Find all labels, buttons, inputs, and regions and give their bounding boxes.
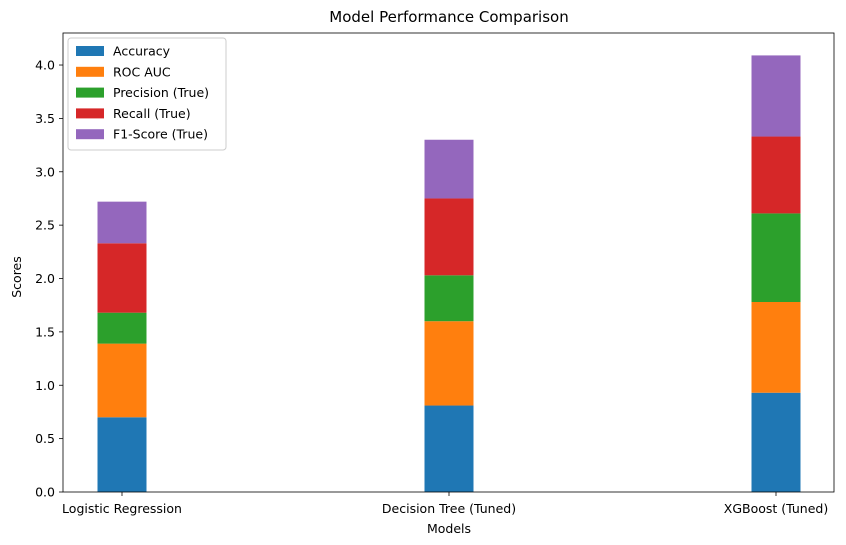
- bars-group: [97, 55, 801, 492]
- x-tick-label: Logistic Regression: [62, 501, 182, 516]
- bar-segment: [97, 201, 147, 244]
- y-axis-ticks: 0.0 0.5 1.0 1.5 2.0 2.5 3.0 3.5 4.0: [35, 58, 63, 500]
- legend-swatch: [76, 129, 104, 140]
- chart-title: Model Performance Comparison: [329, 8, 568, 26]
- y-axis-label: Scores: [9, 256, 24, 298]
- legend-swatch: [76, 87, 104, 98]
- legend-swatch: [76, 108, 104, 119]
- bar-segment: [424, 198, 474, 276]
- y-tick-label: 2.5: [35, 218, 55, 233]
- y-tick-label: 2.0: [35, 271, 55, 286]
- legend-swatch: [76, 66, 104, 77]
- y-tick-label: 3.5: [35, 111, 55, 126]
- y-tick-label: 1.5: [35, 324, 55, 339]
- legend-label: Recall (True): [113, 106, 191, 121]
- bar-segment: [424, 139, 474, 199]
- y-tick-label: 1.0: [35, 378, 55, 393]
- bar-segment: [97, 343, 147, 418]
- legend-label: F1-Score (True): [113, 127, 208, 142]
- plot-frame: [62, 32, 835, 493]
- bar-segment: [97, 312, 147, 344]
- legend-label: Precision (True): [113, 85, 209, 100]
- x-tick-label: Decision Tree (Tuned): [382, 501, 516, 516]
- legend-label: ROC AUC: [113, 64, 171, 79]
- y-tick-label: 0.0: [35, 485, 55, 500]
- bar-segment: [751, 136, 801, 214]
- x-axis-ticks: Logistic Regression Decision Tree (Tuned)…: [62, 492, 828, 516]
- bar-segment: [424, 405, 474, 492]
- bar-segment: [751, 213, 801, 302]
- legend-box: [67, 37, 227, 151]
- bar-segment: [751, 301, 801, 393]
- x-tick-label: XGBoost (Tuned): [724, 501, 828, 516]
- y-tick-label: 3.0: [35, 164, 55, 179]
- y-tick-label: 0.5: [35, 431, 55, 446]
- bar-segment: [751, 55, 801, 137]
- bar-segment: [97, 243, 147, 313]
- legend: Accuracy ROC AUC Precision (True) Recall (T…: [67, 37, 227, 151]
- legend-swatch: [76, 46, 104, 56]
- y-tick-label: 4.0: [35, 58, 55, 73]
- bar-segment: [424, 275, 474, 322]
- x-axis-label: Models: [427, 521, 471, 536]
- legend-label: Accuracy: [113, 44, 171, 59]
- bar-segment: [424, 321, 474, 406]
- bar-segment: [751, 392, 801, 492]
- bar-segment: [97, 417, 147, 492]
